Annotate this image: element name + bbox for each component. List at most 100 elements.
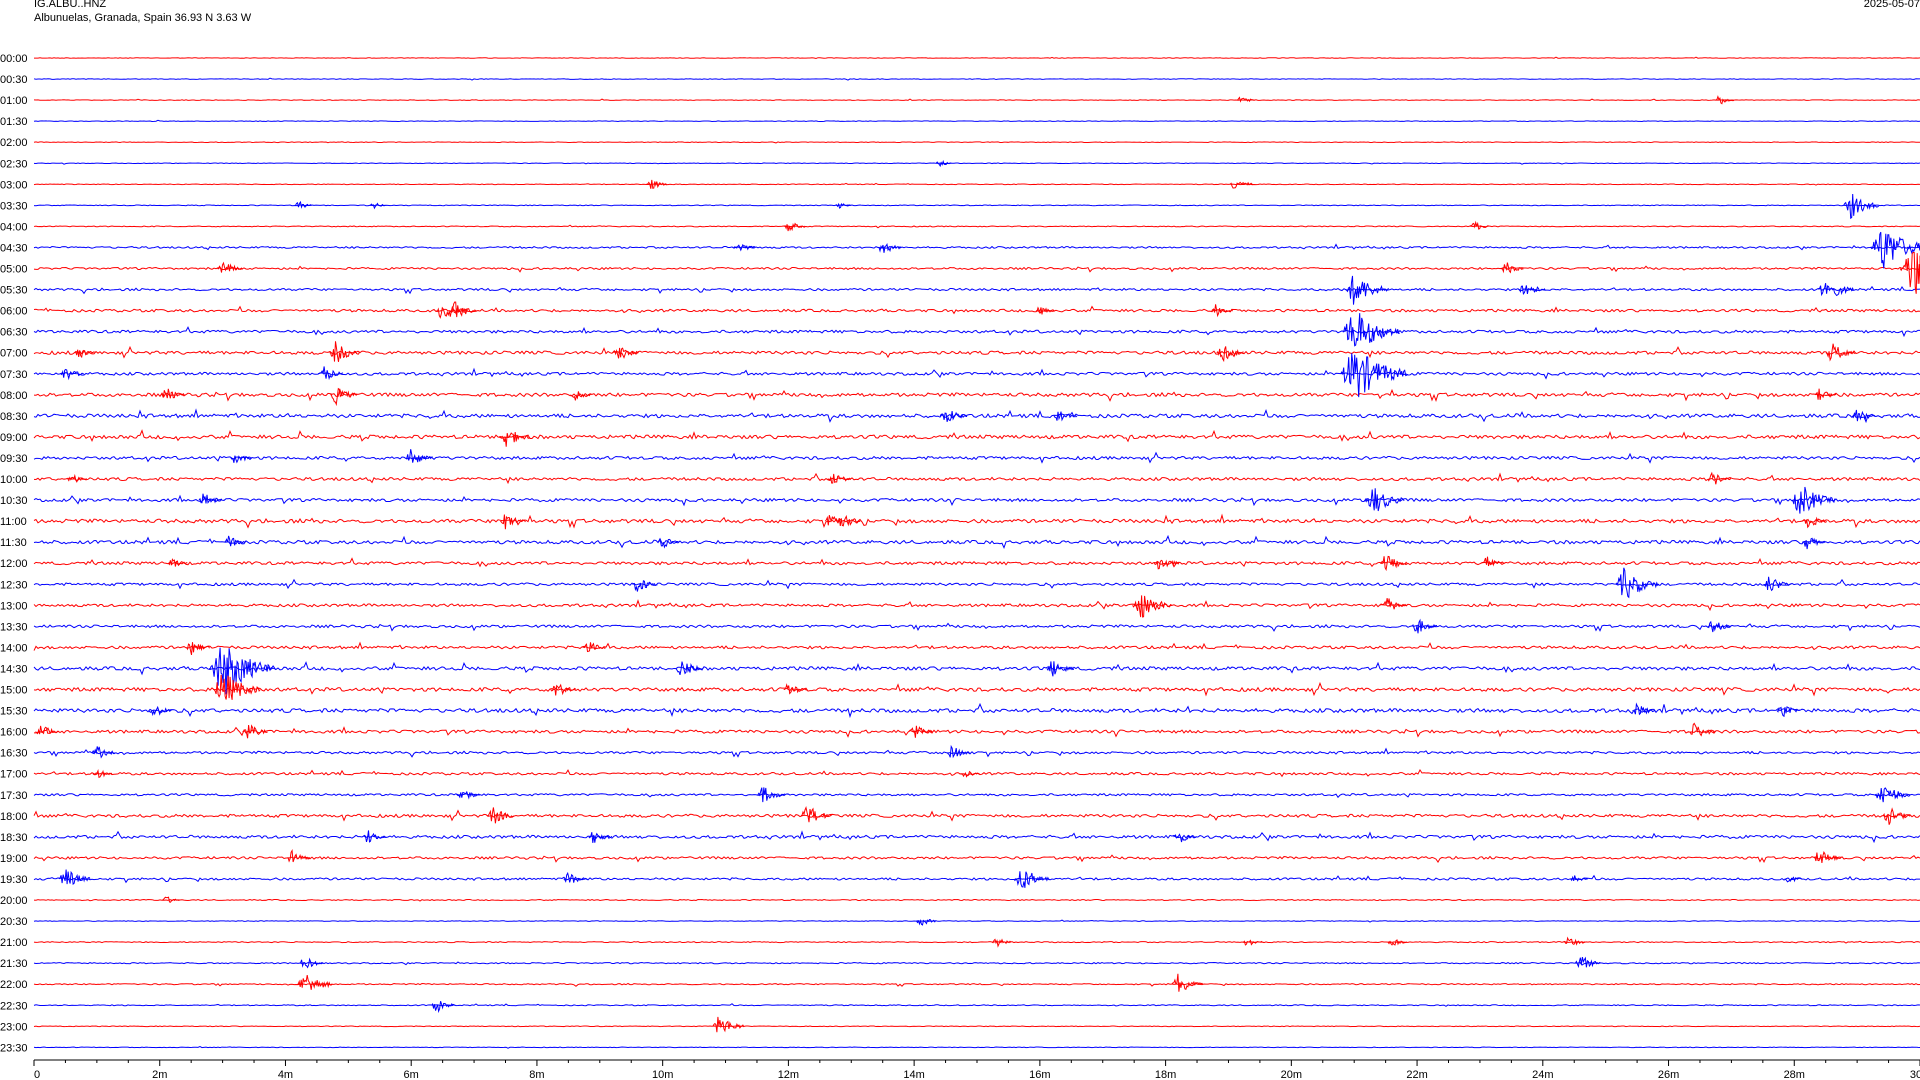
trace-row-1730 <box>33 793 1920 799</box>
seismic-event <box>1574 956 1601 969</box>
x-tick-label: 14m <box>903 1069 924 1080</box>
row-label: 02:30 <box>0 158 28 170</box>
seismic-event <box>73 349 95 359</box>
x-tick-label: 20m <box>1281 1069 1302 1080</box>
seismic-event <box>1229 181 1254 189</box>
seismic-event <box>1345 275 1389 305</box>
seismic-event <box>1013 871 1050 888</box>
seismic-event <box>582 642 606 653</box>
row-label: 07:00 <box>0 348 28 360</box>
seismic-event <box>1173 833 1197 843</box>
trace-row-0900 <box>33 429 1920 443</box>
row-label: 23:30 <box>0 1042 28 1054</box>
row-label: 20:00 <box>0 895 28 907</box>
seismic-event <box>824 514 861 527</box>
seismic-event <box>1776 706 1801 718</box>
trace-row-1130 <box>33 534 1920 550</box>
trace-row-0230 <box>33 162 1920 165</box>
seismic-event <box>1688 722 1716 737</box>
row-label: 06:30 <box>0 327 28 339</box>
trace-row-1930 <box>33 874 1920 884</box>
row-label: 11:00 <box>0 516 27 528</box>
seismic-event <box>67 473 88 483</box>
seismic-event <box>1500 262 1524 274</box>
seismic-event <box>939 411 968 422</box>
trace-row-0830 <box>33 408 1920 424</box>
seismic-event <box>613 347 639 359</box>
row-label: 22:30 <box>0 1000 28 1012</box>
seismic-event <box>1518 285 1546 296</box>
x-tick-label: 24m <box>1532 1069 1553 1080</box>
seismic-event <box>362 830 386 843</box>
seismic-event <box>570 391 592 401</box>
row-label: 18:30 <box>0 832 28 844</box>
seismic-event <box>161 388 185 399</box>
seismic-event <box>242 724 268 739</box>
row-label: 12:00 <box>0 558 28 570</box>
seismic-event <box>1801 516 1827 529</box>
seismic-event <box>1211 304 1234 318</box>
seismic-event <box>198 493 223 504</box>
seismic-event <box>317 366 344 381</box>
trace-row-1400 <box>33 641 1920 651</box>
x-tick-label: 2m <box>152 1069 167 1080</box>
seismic-event <box>1825 343 1856 362</box>
row-label: 06:00 <box>0 306 28 318</box>
trace-row-0100 <box>33 98 1920 101</box>
seismic-event <box>1784 876 1802 883</box>
seismic-event <box>1563 936 1585 946</box>
row-label: 18:00 <box>0 811 28 823</box>
row-label: 15:00 <box>0 685 28 697</box>
row-label: 09:00 <box>0 432 28 444</box>
row-label: 02:00 <box>0 137 28 149</box>
row-label: 14:30 <box>0 663 28 675</box>
seismic-event <box>1171 973 1204 992</box>
seismic-event <box>487 807 515 824</box>
row-label: 04:00 <box>0 221 28 233</box>
row-label: 16:00 <box>0 727 28 739</box>
row-label: 01:30 <box>0 116 28 128</box>
row-label: 01:00 <box>0 95 28 107</box>
trace-row-2200 <box>33 982 1920 987</box>
trace-row-2130 <box>33 961 1920 966</box>
seismic-event <box>230 455 253 464</box>
trace-row-0630 <box>33 326 1920 338</box>
seismic-event <box>330 387 358 407</box>
seismic-event <box>835 202 851 209</box>
row-label: 07:30 <box>0 369 28 381</box>
seismic-event <box>299 957 323 969</box>
trace-row-2230 <box>33 1003 1920 1007</box>
seismic-event <box>1814 388 1837 400</box>
x-tick-label: 4m <box>278 1069 293 1080</box>
seismic-event <box>1411 618 1438 634</box>
row-label: 13:00 <box>0 600 28 612</box>
trace-row-1900 <box>33 854 1920 864</box>
seismic-event <box>1053 411 1078 422</box>
row-label: 15:30 <box>0 706 28 718</box>
trace-row-0400 <box>33 224 1920 229</box>
seismic-event <box>168 558 188 567</box>
row-label: 08:30 <box>0 411 28 423</box>
seismic-event <box>329 341 361 362</box>
trace-row-1200 <box>33 557 1920 568</box>
trace-row-1430 <box>33 661 1920 676</box>
seismic-event <box>1046 661 1075 677</box>
seismic-event <box>224 535 246 547</box>
seismic-event <box>877 242 902 253</box>
seismic-event <box>657 538 680 549</box>
seismic-event <box>208 647 277 695</box>
seismic-event <box>946 744 971 759</box>
seismic-event <box>500 514 526 530</box>
trace-row-0600 <box>33 305 1920 315</box>
seismic-event <box>783 222 806 232</box>
seismic-event <box>1875 787 1911 803</box>
seismic-event <box>1243 939 1263 946</box>
row-label: 03:30 <box>0 200 28 212</box>
seismic-event <box>1632 702 1656 716</box>
seismic-event <box>1813 851 1842 863</box>
seismic-event <box>1216 346 1244 363</box>
seismic-event <box>563 871 588 883</box>
trace-row-1330 <box>33 622 1920 632</box>
seismic-event <box>1714 95 1735 105</box>
trace-row-1530 <box>33 702 1920 719</box>
